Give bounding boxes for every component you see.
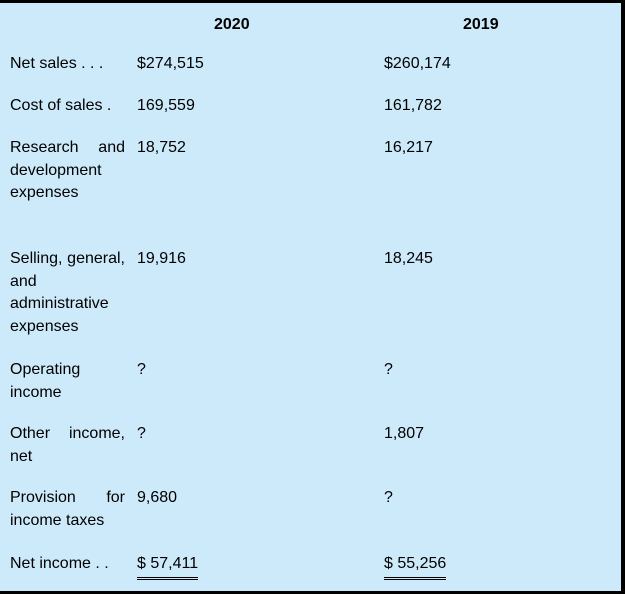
value-2020: 9,680	[137, 489, 178, 506]
value-2019: $260,174	[384, 55, 451, 72]
row-label: Net sales . . .	[10, 55, 104, 72]
row-label: Operating income	[10, 361, 81, 401]
value-2019: 18,245	[384, 250, 433, 267]
column-header-2019: 2019	[463, 16, 499, 33]
value-2020: ?	[137, 361, 146, 378]
row-label: Selling, general, and administrative exp…	[10, 250, 125, 335]
value-2019: 161,782	[384, 97, 442, 114]
value-2020: ?	[137, 425, 146, 442]
row-label: Research and development expenses	[10, 139, 125, 201]
value-2019: 1,807	[384, 425, 425, 442]
value-2019: ?	[384, 489, 393, 506]
value-2019: ?	[384, 361, 393, 378]
row-label: Provision for income taxes	[10, 489, 125, 529]
row-label: Other income, net	[10, 425, 125, 465]
value-2019: 16,217	[384, 139, 433, 156]
value-2020: 18,752	[137, 139, 186, 156]
value-2019: $ 55,256	[384, 553, 447, 580]
value-2020: 169,559	[137, 97, 195, 114]
row-label: Net income . .	[10, 555, 109, 572]
value-2020: 19,916	[137, 250, 186, 267]
value-2020: $ 57,411	[137, 553, 199, 580]
row-label: Cost of sales .	[10, 97, 112, 114]
value-2020: $274,515	[137, 55, 204, 72]
column-header-2020: 2020	[214, 16, 250, 33]
